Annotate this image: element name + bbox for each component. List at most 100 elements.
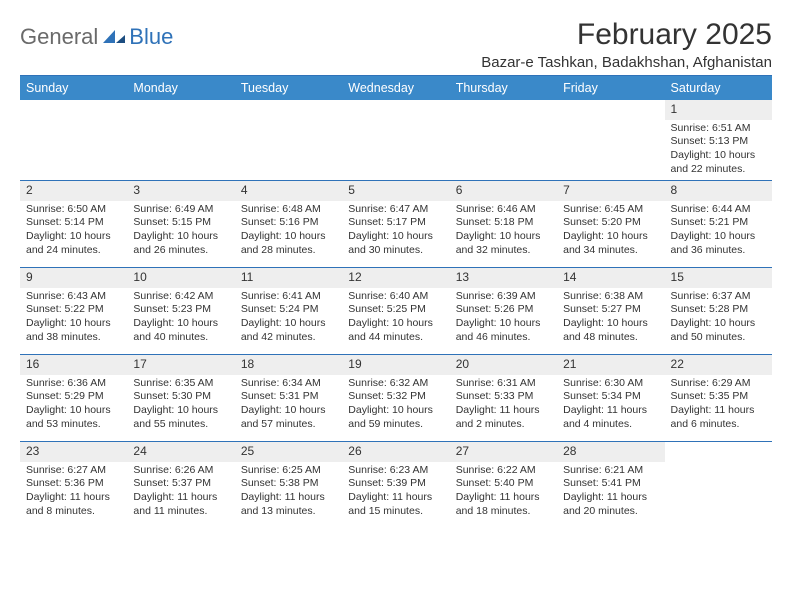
daylight-text: Daylight: 10 hours and 30 minutes. — [348, 230, 443, 257]
calendar-week-row: 2Sunrise: 6:50 AMSunset: 5:14 PMDaylight… — [20, 181, 772, 268]
month-title: February 2025 — [481, 18, 772, 52]
daylight-text: Daylight: 10 hours and 59 minutes. — [348, 404, 443, 431]
sunset-text: Sunset: 5:40 PM — [456, 477, 551, 491]
daylight-text: Daylight: 10 hours and 40 minutes. — [133, 317, 228, 344]
sunset-text: Sunset: 5:27 PM — [563, 303, 658, 317]
sunrise-text: Sunrise: 6:51 AM — [671, 122, 766, 136]
day-number: 20 — [450, 355, 557, 375]
calendar-cell: 23Sunrise: 6:27 AMSunset: 5:36 PMDayligh… — [20, 442, 127, 529]
daylight-text: Daylight: 11 hours and 11 minutes. — [133, 491, 228, 518]
sunrise-text: Sunrise: 6:40 AM — [348, 290, 443, 304]
sunrise-text: Sunrise: 6:49 AM — [133, 203, 228, 217]
day-number: 14 — [557, 268, 664, 288]
calendar-cell: 20Sunrise: 6:31 AMSunset: 5:33 PMDayligh… — [450, 355, 557, 442]
sunset-text: Sunset: 5:22 PM — [26, 303, 121, 317]
sunset-text: Sunset: 5:39 PM — [348, 477, 443, 491]
sunrise-text: Sunrise: 6:42 AM — [133, 290, 228, 304]
calendar-cell: 9Sunrise: 6:43 AMSunset: 5:22 PMDaylight… — [20, 268, 127, 355]
sunset-text: Sunset: 5:29 PM — [26, 390, 121, 404]
sunrise-text: Sunrise: 6:38 AM — [563, 290, 658, 304]
calendar-cell — [665, 442, 772, 529]
daylight-text: Daylight: 10 hours and 55 minutes. — [133, 404, 228, 431]
sunset-text: Sunset: 5:13 PM — [671, 135, 766, 149]
calendar-cell: 4Sunrise: 6:48 AMSunset: 5:16 PMDaylight… — [235, 181, 342, 268]
sunset-text: Sunset: 5:32 PM — [348, 390, 443, 404]
day-content: Sunrise: 6:51 AMSunset: 5:13 PMDaylight:… — [665, 120, 772, 181]
calendar-cell: 7Sunrise: 6:45 AMSunset: 5:20 PMDaylight… — [557, 181, 664, 268]
calendar-cell — [235, 100, 342, 181]
sunset-text: Sunset: 5:41 PM — [563, 477, 658, 491]
day-content: Sunrise: 6:48 AMSunset: 5:16 PMDaylight:… — [235, 201, 342, 262]
day-number: 17 — [127, 355, 234, 375]
calendar-cell — [20, 100, 127, 181]
day-content: Sunrise: 6:27 AMSunset: 5:36 PMDaylight:… — [20, 462, 127, 523]
day-content: Sunrise: 6:25 AMSunset: 5:38 PMDaylight:… — [235, 462, 342, 523]
sunrise-text: Sunrise: 6:22 AM — [456, 464, 551, 478]
day-number: 23 — [20, 442, 127, 462]
calendar-cell: 14 Sunrise: 6:38 AMSunset: 5:27 PMDayligh… — [557, 268, 664, 355]
title-block: February 2025 Bazar-e Tashkan, Badakhsha… — [481, 18, 772, 71]
day-content: Sunrise: 6:47 AMSunset: 5:17 PMDaylight:… — [342, 201, 449, 262]
day-content: Sunrise: 6:32 AMSunset: 5:32 PMDaylight:… — [342, 375, 449, 436]
calendar-cell: 11Sunrise: 6:41 AMSunset: 5:24 PMDayligh… — [235, 268, 342, 355]
weekday-header: Sunday — [20, 76, 127, 100]
sunset-text: Sunset: 5:28 PM — [671, 303, 766, 317]
day-content: Sunrise: 6:35 AMSunset: 5:30 PMDaylight:… — [127, 375, 234, 436]
calendar-week-row: 16Sunrise: 6:36 AMSunset: 5:29 PMDayligh… — [20, 355, 772, 442]
day-number: 12 — [342, 268, 449, 288]
calendar-cell: 8Sunrise: 6:44 AMSunset: 5:21 PMDaylight… — [665, 181, 772, 268]
day-number: 6 — [450, 181, 557, 201]
sunset-text: Sunset: 5:31 PM — [241, 390, 336, 404]
daylight-text: Daylight: 11 hours and 2 minutes. — [456, 404, 551, 431]
daylight-text: Daylight: 10 hours and 38 minutes. — [26, 317, 121, 344]
header: General Blue February 2025 Bazar-e Tashk… — [20, 18, 772, 71]
sunrise-text: Sunrise: 6:37 AM — [671, 290, 766, 304]
daylight-text: Daylight: 10 hours and 32 minutes. — [456, 230, 551, 257]
calendar-cell: 16Sunrise: 6:36 AMSunset: 5:29 PMDayligh… — [20, 355, 127, 442]
sunset-text: Sunset: 5:17 PM — [348, 216, 443, 230]
daylight-text: Daylight: 11 hours and 13 minutes. — [241, 491, 336, 518]
sunset-text: Sunset: 5:36 PM — [26, 477, 121, 491]
daylight-text: Daylight: 11 hours and 8 minutes. — [26, 491, 121, 518]
sunset-text: Sunset: 5:38 PM — [241, 477, 336, 491]
day-content: Sunrise: 6:49 AMSunset: 5:15 PMDaylight:… — [127, 201, 234, 262]
sunrise-text: Sunrise: 6:34 AM — [241, 377, 336, 391]
daylight-text: Daylight: 11 hours and 15 minutes. — [348, 491, 443, 518]
calendar-cell: 25Sunrise: 6:25 AMSunset: 5:38 PMDayligh… — [235, 442, 342, 529]
daylight-text: Daylight: 10 hours and 42 minutes. — [241, 317, 336, 344]
sunset-text: Sunset: 5:25 PM — [348, 303, 443, 317]
day-number: 16 — [20, 355, 127, 375]
calendar-head: SundayMondayTuesdayWednesdayThursdayFrid… — [20, 76, 772, 100]
calendar-body: 1Sunrise: 6:51 AMSunset: 5:13 PMDaylight… — [20, 100, 772, 529]
day-number: 1 — [665, 100, 772, 120]
calendar-cell: 2Sunrise: 6:50 AMSunset: 5:14 PMDaylight… — [20, 181, 127, 268]
day-content: Sunrise: 6:34 AMSunset: 5:31 PMDaylight:… — [235, 375, 342, 436]
sunrise-text: Sunrise: 6:44 AM — [671, 203, 766, 217]
calendar-cell: 12 Sunrise: 6:40 AMSunset: 5:25 PMDayligh… — [342, 268, 449, 355]
day-number: 18 — [235, 355, 342, 375]
sunrise-text: Sunrise: 6:47 AM — [348, 203, 443, 217]
sunrise-text: Sunrise: 6:25 AM — [241, 464, 336, 478]
daylight-text: Daylight: 11 hours and 18 minutes. — [456, 491, 551, 518]
day-number: 3 — [127, 181, 234, 201]
day-number: 13 — [450, 268, 557, 288]
day-content: Sunrise: 6:26 AMSunset: 5:37 PMDaylight:… — [127, 462, 234, 523]
calendar-cell — [342, 100, 449, 181]
daylight-text: Daylight: 10 hours and 46 minutes. — [456, 317, 551, 344]
sunrise-text: Sunrise: 6:30 AM — [563, 377, 658, 391]
daylight-text: Daylight: 10 hours and 48 minutes. — [563, 317, 658, 344]
day-number: 19 — [342, 355, 449, 375]
calendar-table: SundayMondayTuesdayWednesdayThursdayFrid… — [20, 76, 772, 529]
daylight-text: Daylight: 10 hours and 57 minutes. — [241, 404, 336, 431]
logo-text-general: General — [20, 24, 98, 50]
calendar-cell: 5Sunrise: 6:47 AMSunset: 5:17 PMDaylight… — [342, 181, 449, 268]
day-number: 2 — [20, 181, 127, 201]
calendar-cell: 1Sunrise: 6:51 AMSunset: 5:13 PMDaylight… — [665, 100, 772, 181]
daylight-text: Daylight: 10 hours and 44 minutes. — [348, 317, 443, 344]
weekday-header: Saturday — [665, 76, 772, 100]
sunset-text: Sunset: 5:24 PM — [241, 303, 336, 317]
sunrise-text: Sunrise: 6:41 AM — [241, 290, 336, 304]
daylight-text: Daylight: 11 hours and 20 minutes. — [563, 491, 658, 518]
day-number: 5 — [342, 181, 449, 201]
location-text: Bazar-e Tashkan, Badakhshan, Afghanistan — [481, 54, 772, 71]
